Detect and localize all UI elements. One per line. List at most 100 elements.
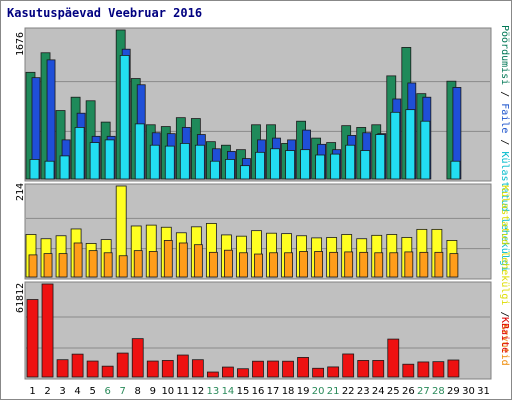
bar-p2-s0-day-18 (282, 360, 294, 378)
bar-p1-s1-day-15 (239, 252, 248, 278)
x-tick-label-12: 12 (192, 386, 205, 397)
bar-p1-s1-day-3 (58, 253, 68, 278)
x-tick-label-4: 4 (74, 386, 80, 397)
bar-p2-s0-day-24 (372, 360, 385, 378)
bar-p2-s0-day-12 (191, 359, 204, 378)
x-tick-label-10: 10 (161, 386, 174, 397)
bar-p2-s0-day-7 (116, 352, 129, 378)
legend-middle-item-0: Külastatud lehekülgi (499, 185, 510, 306)
bar-p0-s2-day-22 (345, 144, 356, 180)
x-tick-label-22: 22 (342, 386, 355, 397)
bar-p2-s0-day-8 (131, 338, 144, 378)
x-tick-label-1: 1 (29, 386, 35, 397)
x-tick-label-31: 31 (477, 386, 490, 397)
x-tick-label-25: 25 (387, 386, 400, 397)
bar-p0-s2-day-3 (59, 155, 70, 180)
x-tick-label-7: 7 (120, 386, 126, 397)
legend-top-item-2: Faile (499, 103, 510, 134)
bar-p1-s1-day-10 (163, 240, 173, 278)
bar-p0-s2-day-7 (119, 55, 130, 180)
x-tick-label-20: 20 (312, 386, 325, 397)
bar-p0-s2-day-6 (104, 139, 115, 180)
x-tick-label-8: 8 (135, 386, 141, 397)
bar-p0-s2-day-12 (194, 144, 205, 180)
bar-p2-s0-day-14 (222, 366, 234, 378)
bar-p1-s1-day-13 (208, 251, 218, 278)
bar-p2-s0-day-13 (206, 371, 219, 378)
bar-p2-s0-day-11 (176, 354, 189, 378)
legend-top-item-1: / (499, 85, 510, 104)
bar-p1-s1-day-25 (389, 252, 399, 278)
bar-p1-s1-day-23 (359, 251, 369, 278)
legend: Pöördumisi / Faile / Külastatud lehekülg… (494, 25, 512, 381)
x-tick-label-16: 16 (252, 386, 265, 397)
x-tick-label-11: 11 (176, 386, 189, 397)
bar-p0-s2-day-24 (375, 134, 386, 180)
bar-p0-s2-day-19 (300, 149, 310, 180)
bar-p1-s1-day-27 (419, 251, 429, 278)
bar-p1-s1-day-17 (269, 252, 278, 278)
bar-p2-s0-day-1 (26, 299, 39, 378)
bar-p0-s2-day-20 (315, 154, 326, 180)
bar-p2-s0-day-4 (71, 353, 84, 378)
bar-p1-s1-day-11 (178, 242, 188, 278)
x-tick-label-18: 18 (282, 386, 295, 397)
x-tick-label-9: 9 (150, 386, 156, 397)
bar-p2-s0-day-2 (41, 283, 54, 378)
bar-p1-s1-day-28 (434, 251, 444, 278)
bar-p2-s0-day-16 (252, 360, 264, 378)
bar-p0-s2-day-13 (209, 160, 220, 180)
bar-p2-s0-day-15 (237, 368, 249, 378)
bar-p2-s0-day-9 (146, 360, 159, 378)
x-tick-label-29: 29 (447, 386, 460, 397)
legend-bottom-item-0: KBaite (499, 317, 510, 354)
bar-p0-s2-day-17 (270, 148, 280, 180)
bar-p1-s1-day-21 (329, 251, 339, 278)
bar-p0-s2-day-8 (134, 123, 145, 180)
bar-p2-s0-day-10 (161, 360, 174, 378)
bar-p0-s2-day-1 (29, 159, 40, 180)
bar-p1-s1-day-24 (374, 252, 384, 278)
bar-p0-s2-day-10 (164, 145, 175, 180)
bar-p1-s1-day-19 (299, 251, 308, 278)
bar-p1-s1-day-26 (404, 251, 414, 278)
bar-p0-s2-day-5 (89, 142, 100, 180)
x-tick-label-15: 15 (237, 386, 250, 397)
bar-p0-s2-day-2 (44, 160, 55, 180)
bar-p0-s2-day-25 (390, 111, 401, 180)
bar-p2-s0-day-5 (86, 360, 99, 378)
x-tick-label-30: 30 (462, 386, 475, 397)
bar-p2-s0-day-22 (342, 353, 355, 378)
bar-p0-s2-day-14 (225, 159, 235, 180)
x-tick-label-2: 2 (44, 386, 50, 397)
bar-p1-s1-day-4 (73, 242, 83, 278)
x-tick-label-13: 13 (207, 386, 220, 397)
bar-p2-s0-day-27 (417, 361, 430, 378)
bar-p2-s0-day-28 (432, 361, 445, 378)
bar-p2-s0-day-25 (387, 338, 400, 378)
bar-p2-s0-day-26 (402, 363, 415, 378)
bar-p0-s2-day-11 (179, 143, 190, 180)
x-tick-label-27: 27 (417, 386, 430, 397)
legend-top-item-3: / (499, 133, 510, 152)
bar-p0-s2-day-29 (450, 160, 461, 180)
bar-p0-s2-day-15 (240, 165, 250, 180)
bar-p0-s2-day-16 (255, 151, 265, 180)
x-tick-label-6: 6 (104, 386, 110, 397)
bar-p0-s2-day-18 (285, 150, 295, 180)
chart-title: Kasutuspäevad Veebruar 2016 (7, 6, 203, 20)
legend-bottom: KBaite (499, 317, 510, 353)
bar-p1-s1-day-1 (28, 254, 38, 278)
bar-p1-s1-day-8 (133, 250, 143, 278)
bar-p1-s1-day-16 (254, 253, 263, 278)
bar-p1-s1-day-6 (103, 252, 113, 278)
bar-p1-s1-day-29 (449, 253, 459, 278)
x-tick-label-3: 3 (59, 386, 65, 397)
bar-p2-s0-day-23 (357, 360, 370, 378)
bar-p0-s2-day-4 (74, 127, 85, 180)
bar-p0-s2-day-9 (149, 144, 160, 180)
bar-p1-s1-day-7 (118, 255, 128, 278)
bar-p1-s1-day-2 (43, 253, 53, 278)
